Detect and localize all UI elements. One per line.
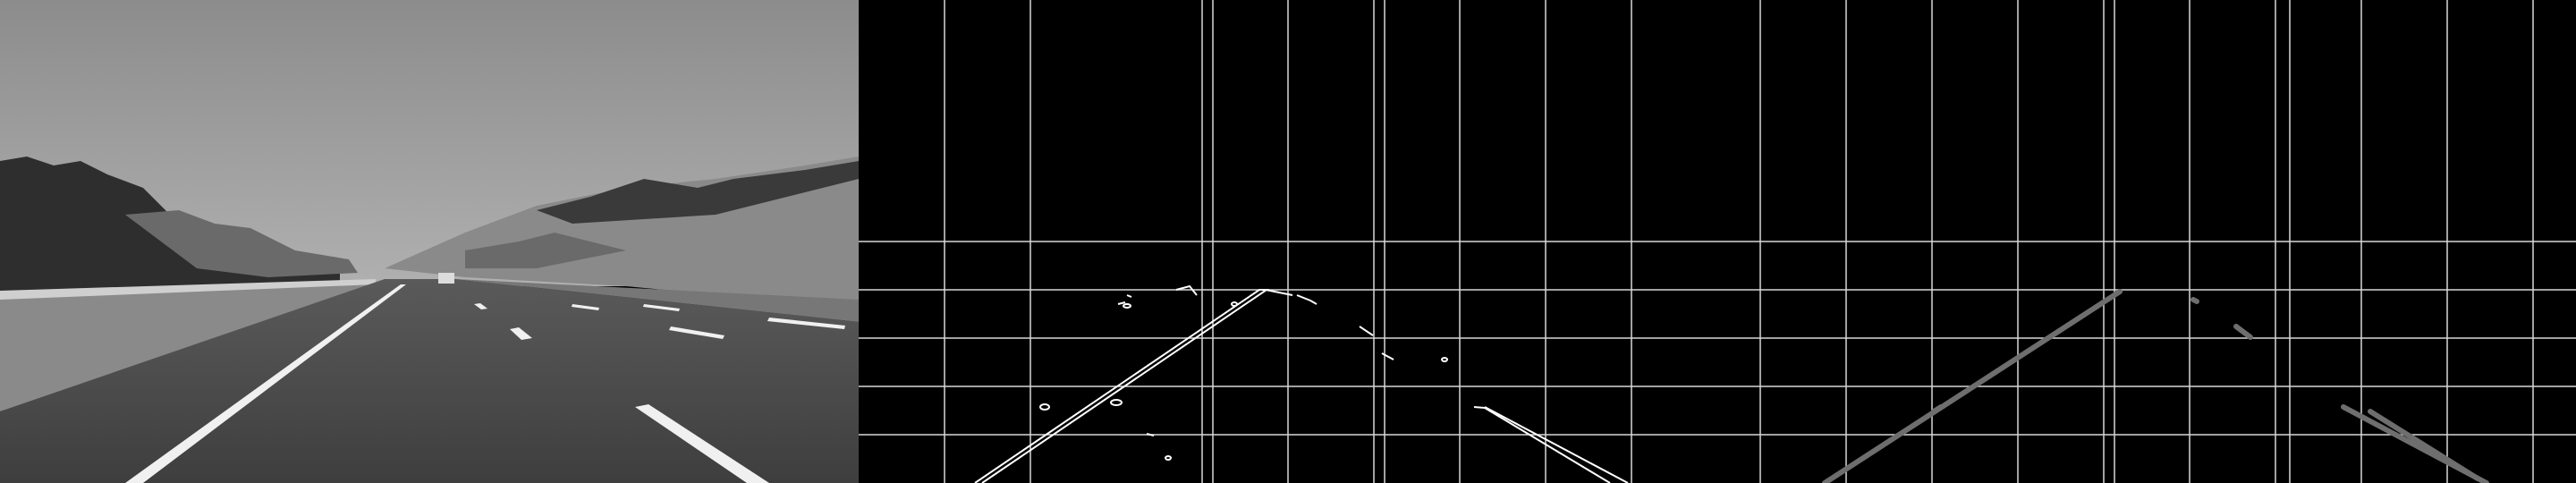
canny-edges-image	[859, 0, 1717, 483]
grayscale-road-panel	[0, 0, 859, 483]
canny-edges-panel	[859, 0, 1717, 483]
hough-lines-image	[1717, 0, 2576, 483]
hough-lines-panel	[1717, 0, 2576, 483]
grayscale-road-image	[0, 0, 859, 483]
